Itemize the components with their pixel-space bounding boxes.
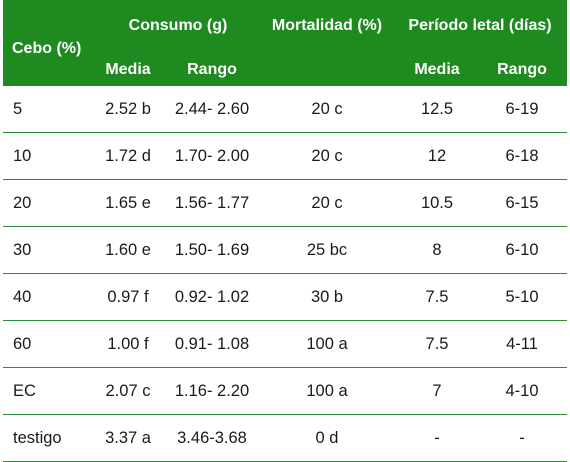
cell-consumo-media: 0.97 f bbox=[107, 288, 149, 306]
table-body: 5 2.52 b 2.44- 2.60 20 c 12.5 6-19 10 1.… bbox=[3, 86, 567, 462]
cell-periodo-media: - bbox=[434, 429, 440, 447]
cell-periodo-rango: 5-10 bbox=[505, 288, 539, 306]
results-table: Cebo (%) Consumo (g) Media Rango Mortali… bbox=[3, 0, 567, 462]
header-cebo: Cebo (%) bbox=[12, 40, 82, 57]
cell-periodo-rango: - bbox=[519, 429, 525, 447]
cell-consumo-rango: 1.70- 2.00 bbox=[174, 147, 250, 165]
cell-periodo-media: 7 bbox=[432, 382, 442, 400]
cell-cebo: EC bbox=[13, 382, 36, 400]
cell-cebo: 60 bbox=[13, 335, 32, 353]
cell-consumo-rango: 0.91- 1.08 bbox=[174, 335, 250, 353]
cell-cebo: 10 bbox=[13, 147, 32, 165]
cell-consumo-rango: 2.44- 2.60 bbox=[174, 100, 250, 118]
cell-mortalidad: 0 d bbox=[315, 429, 339, 447]
table-row: 10 1.72 d 1.70- 2.00 20 c 12 6-18 bbox=[3, 133, 567, 180]
cell-mortalidad: 20 c bbox=[311, 194, 343, 212]
table-row: EC 2.07 c 1.16- 2.20 100 a 7 4-10 bbox=[3, 368, 567, 415]
header-mortalidad: Mortalidad (%) bbox=[271, 17, 383, 34]
header-periodo-rango: Rango bbox=[497, 61, 547, 78]
cell-consumo-media: 1.00 f bbox=[107, 335, 149, 353]
cell-consumo-media: 1.65 e bbox=[105, 194, 151, 212]
cell-periodo-media: 7.5 bbox=[425, 335, 449, 353]
cell-mortalidad: 20 c bbox=[311, 147, 343, 165]
cell-mortalidad: 100 a bbox=[306, 335, 348, 353]
cell-consumo-rango: 0.92- 1.02 bbox=[174, 288, 250, 306]
cell-consumo-rango: 3.46-3.68 bbox=[177, 429, 247, 447]
cell-cebo: 30 bbox=[13, 241, 32, 259]
cell-consumo-rango: 1.50- 1.69 bbox=[174, 241, 250, 259]
cell-periodo-rango: 4-10 bbox=[505, 382, 539, 400]
cell-cebo: 5 bbox=[13, 100, 23, 118]
header-periodo: Período letal (días) bbox=[408, 17, 552, 34]
header-consumo: Consumo (g) bbox=[128, 17, 228, 34]
cell-mortalidad: 25 bc bbox=[306, 241, 348, 259]
table-row: 40 0.97 f 0.92- 1.02 30 b 7.5 5-10 bbox=[3, 274, 567, 321]
cell-consumo-media: 2.52 b bbox=[105, 100, 151, 118]
table-row: 20 1.65 e 1.56- 1.77 20 c 10.5 6-15 bbox=[3, 180, 567, 227]
cell-consumo-rango: 1.56- 1.77 bbox=[174, 194, 250, 212]
cell-periodo-rango: 6-18 bbox=[505, 147, 539, 165]
header-consumo-media: Media bbox=[105, 61, 151, 78]
cell-consumo-rango: 1.16- 2.20 bbox=[174, 382, 250, 400]
header-consumo-rango: Rango bbox=[187, 61, 237, 78]
cell-consumo-media: 1.60 e bbox=[105, 241, 151, 259]
cell-periodo-rango: 6-15 bbox=[505, 194, 539, 212]
table-row: testigo 3.37 a 3.46-3.68 0 d - - bbox=[3, 415, 567, 462]
cell-consumo-media: 2.07 c bbox=[105, 382, 151, 400]
table-header: Cebo (%) Consumo (g) Media Rango Mortali… bbox=[3, 0, 567, 86]
table-row: 60 1.00 f 0.91- 1.08 100 a 7.5 4-11 bbox=[3, 321, 567, 368]
cell-periodo-media: 12 bbox=[427, 147, 447, 165]
cell-periodo-rango: 6-19 bbox=[505, 100, 539, 118]
cell-periodo-media: 10.5 bbox=[420, 194, 454, 212]
cell-consumo-media: 1.72 d bbox=[105, 147, 151, 165]
cell-periodo-media: 8 bbox=[432, 241, 442, 259]
cell-periodo-media: 7.5 bbox=[425, 288, 449, 306]
table-row: 30 1.60 e 1.50- 1.69 25 bc 8 6-10 bbox=[3, 227, 567, 274]
table-row: 5 2.52 b 2.44- 2.60 20 c 12.5 6-19 bbox=[3, 86, 567, 133]
cell-cebo: 20 bbox=[13, 194, 32, 212]
header-periodo-media: Media bbox=[414, 61, 460, 78]
cell-mortalidad: 100 a bbox=[306, 382, 348, 400]
cell-mortalidad: 30 b bbox=[310, 288, 344, 306]
cell-cebo: 40 bbox=[13, 288, 32, 306]
cell-mortalidad: 20 c bbox=[311, 100, 343, 118]
cell-periodo-rango: 4-11 bbox=[506, 335, 538, 353]
cell-periodo-rango: 6-10 bbox=[505, 241, 539, 259]
cell-cebo: testigo bbox=[13, 429, 62, 447]
cell-consumo-media: 3.37 a bbox=[105, 429, 151, 447]
cell-periodo-media: 12.5 bbox=[420, 100, 454, 118]
